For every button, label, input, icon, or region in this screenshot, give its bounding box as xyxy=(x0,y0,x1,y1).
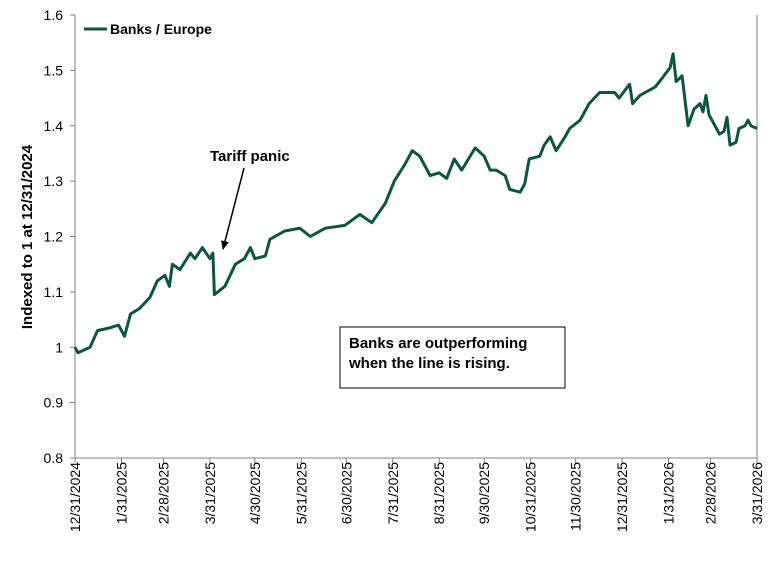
x-tick-label: 5/31/2025 xyxy=(293,462,309,524)
note-line-2: when the line is rising. xyxy=(348,355,510,372)
y-axis-title: Indexed to 1 at 12/31/2024 xyxy=(19,144,36,329)
x-tick-label: 1/31/2026 xyxy=(661,462,677,524)
x-tick-label: 8/31/2025 xyxy=(431,462,447,524)
x-ticks: 12/31/2024 1/31/2025 2/28/2025 3/31/2025 4/3… xyxy=(67,458,765,532)
y-tick-label: 1.1 xyxy=(44,284,64,300)
y-tick-label: 1.5 xyxy=(44,62,64,78)
series-line-banks-europe xyxy=(73,52,758,355)
x-tick-label: 12/31/2024 xyxy=(67,462,83,532)
legend: Banks / Europe xyxy=(84,21,212,37)
y-tick-label: 0.8 xyxy=(44,450,64,466)
y-tick-label: 1.4 xyxy=(44,118,64,134)
x-tick-label: 1/31/2025 xyxy=(113,462,129,524)
tariff-annotation: Tariff panic xyxy=(210,148,290,250)
note-line-1: Banks are outperforming xyxy=(349,335,527,352)
x-tick-label: 2/28/2026 xyxy=(703,462,719,524)
x-tick-label: 12/31/2025 xyxy=(614,462,630,532)
y-tick-label: 1 xyxy=(55,339,63,355)
x-tick-label: 10/31/2025 xyxy=(523,462,539,532)
x-tick-label: 11/30/2025 xyxy=(568,462,584,531)
tariff-panic-label: Tariff panic xyxy=(210,148,290,165)
axes xyxy=(74,15,758,459)
x-tick-label: 9/30/2025 xyxy=(476,462,492,524)
x-tick-label: 4/30/2025 xyxy=(247,462,263,524)
note-box xyxy=(339,326,566,389)
legend-label: Banks / Europe xyxy=(110,21,212,37)
tariff-arrow xyxy=(221,167,245,250)
x-tick-label: 7/31/2025 xyxy=(385,462,401,524)
y-tick-label: 1.3 xyxy=(44,173,64,189)
y-tick-label: 1.6 xyxy=(44,7,64,23)
y-tick-label: 1.2 xyxy=(44,229,64,245)
y-tick-label: 0.9 xyxy=(44,395,64,411)
outperform-note: Banks are outperforming when the line is… xyxy=(339,326,566,389)
x-tick-label: 6/30/2025 xyxy=(338,462,354,524)
y-ticks: 0.8 0.9 1 1.1 1.2 1.3 1.4 1.5 1.6 xyxy=(44,7,75,466)
x-tick-label: 2/28/2025 xyxy=(155,462,171,524)
x-tick-label: 3/31/2026 xyxy=(749,462,765,524)
x-tick-label: 3/31/2025 xyxy=(202,462,218,524)
